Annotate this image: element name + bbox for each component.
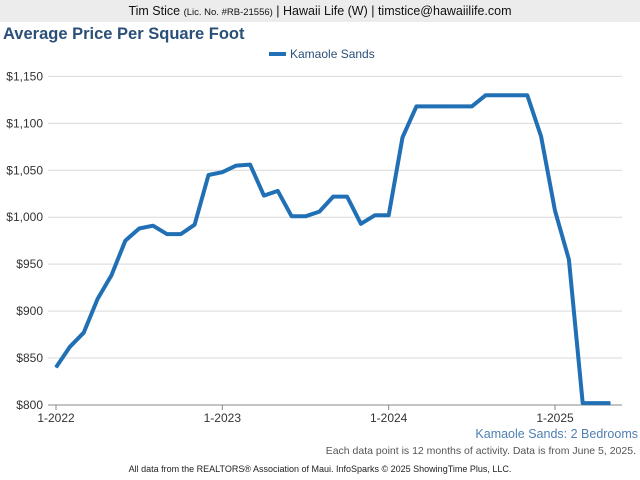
data-point [138,228,140,229]
license-number: (Lic. No. #RB-21556) [183,7,273,18]
agent-contact: | Hawaii Life (W) | timstice@hawaiilife.… [276,4,512,18]
y-tick-label: $1,150 [6,69,43,83]
agent-name: Tim Stice [128,4,181,18]
data-point [263,195,265,197]
data-point [471,105,473,107]
data-point [291,215,293,217]
data-point [374,214,376,216]
data-point [554,210,556,212]
data-point [124,240,126,242]
y-tick-label: $800 [16,398,43,412]
data-point [388,214,390,216]
data-point [318,211,320,213]
data-point [152,225,154,227]
data-point [83,332,85,334]
y-tick-label: $950 [16,257,43,271]
legend: Kamaole Sands [269,47,375,61]
data-point [110,274,112,276]
data-point [609,402,611,404]
data-point [485,94,487,96]
data-point [180,233,182,235]
chart-subtitle: Kamaole Sands: 2 Bedrooms [475,427,638,441]
series-line [54,93,611,406]
data-point [499,94,501,96]
data-point [69,346,71,348]
y-tick-label: $850 [16,351,43,365]
data-point [402,136,403,138]
data-point [526,94,528,96]
data-point [582,402,584,404]
data-point [568,259,570,260]
axes [48,404,622,410]
data-point [166,233,168,235]
legend-label-kamaole-sands: Kamaole Sands [290,47,375,61]
data-point [97,298,99,300]
data-point [305,215,306,217]
data-point [415,105,417,107]
data-point [55,366,57,368]
y-tick-label: $1,000 [6,210,43,224]
y-tick-label: $1,050 [6,163,43,177]
data-point [249,164,251,166]
data-point [332,196,334,198]
chart-title: Average Price Per Square Foot [3,25,245,43]
data-point [235,165,237,167]
data-point [540,136,542,137]
data-point [457,105,459,107]
data-point [194,224,196,226]
data-point [443,105,445,107]
series-kamaole-sands [54,93,611,406]
x-tick-label: 1-2024 [370,411,408,425]
x-tick-label: 1-2022 [37,411,75,425]
data-point [221,171,223,173]
data-point [512,94,514,96]
data-source-footer: All data from the REALTORS® Association … [128,464,512,474]
data-point [360,223,362,225]
agent-header: Tim Stice (Lic. No. #RB-21556) | Hawaii … [0,0,640,22]
data-point [277,190,279,192]
grid-lines [48,75,622,359]
tick-labels: $800 $850 $900 $950 $1,000 $1,050 $1,100 $1,150… [6,69,574,425]
y-tick-label: $1,100 [6,116,43,130]
x-tick-label: 1-2025 [536,411,574,425]
data-point [208,174,209,176]
data-point [346,196,348,198]
y-tick-label: $900 [16,304,43,318]
data-point [429,105,431,107]
data-note: Each data point is 12 months of activity… [325,445,636,457]
data-point [596,402,598,404]
x-tick-label: 1-2023 [204,411,242,425]
